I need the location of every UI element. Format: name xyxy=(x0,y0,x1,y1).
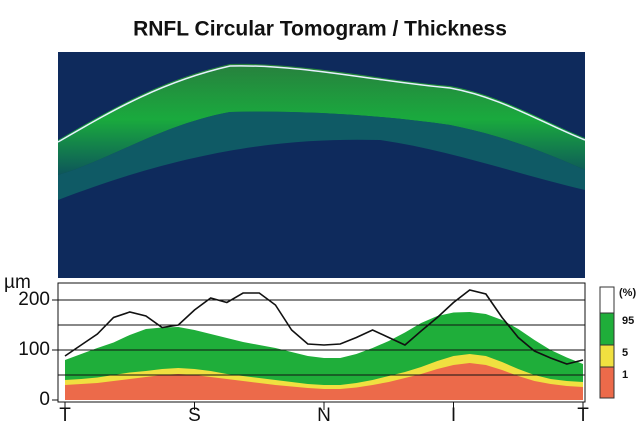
deep-layer xyxy=(58,111,585,200)
band-area xyxy=(65,363,583,400)
x-tick-label: T xyxy=(59,405,71,423)
legend-label: 95 xyxy=(622,315,634,327)
legend-box-top xyxy=(599,286,615,314)
y-tick-label: 200 xyxy=(18,289,50,310)
x-tick-label: S xyxy=(188,405,201,423)
chart-title: RNFL Circular Tomogram / Thickness xyxy=(133,18,507,41)
tomogram xyxy=(57,52,586,278)
y-tick-label: 100 xyxy=(18,339,50,360)
legend-title: (%) xyxy=(619,287,636,299)
legend-swatch xyxy=(599,366,615,399)
boundary-line xyxy=(57,65,586,143)
legend-label: 1 xyxy=(622,369,628,381)
thickness-line xyxy=(64,289,584,365)
legend-swatch xyxy=(599,312,615,346)
legend-swatch xyxy=(599,344,615,368)
legend-label: 5 xyxy=(622,347,628,359)
rnfl-layer xyxy=(58,63,585,176)
x-tick-label: I xyxy=(451,405,456,423)
y-axis-label: µm xyxy=(4,272,31,293)
y-tick-label: 0 xyxy=(39,389,50,410)
x-tick-label: T xyxy=(577,405,589,423)
x-tick-label: N xyxy=(317,405,331,423)
